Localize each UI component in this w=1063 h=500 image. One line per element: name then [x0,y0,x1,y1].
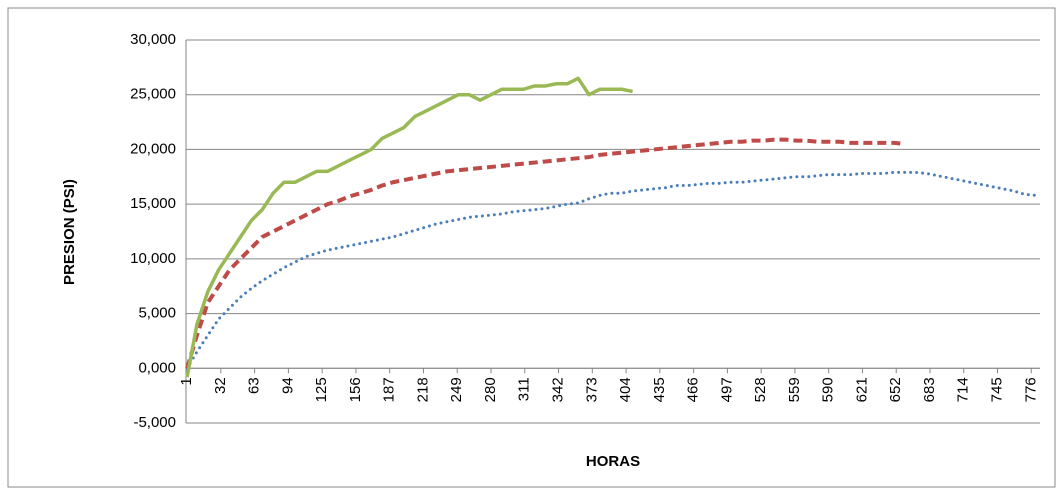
x-tick-label: 94 [279,377,296,394]
x-tick-label: 249 [448,377,465,402]
y-tick-label: 30,000 [130,31,176,48]
y-tick-label: 0,000 [138,359,176,376]
x-tick-label: 125 [313,377,330,402]
x-tick-label: 621 [853,377,870,402]
x-tick-label: 714 [955,377,972,402]
y-tick-label: 5,000 [138,305,176,322]
x-tick-label: 528 [752,377,769,402]
x-tick-label: 497 [718,377,735,402]
y-axis-title: PRESION (PSI) [61,179,78,285]
x-tick-label: 280 [482,377,499,402]
x-tick-label: 466 [685,377,702,402]
y-tick-label: 10,000 [130,250,176,267]
x-tick-label: 63 [246,377,263,394]
x-tick-label: 652 [887,377,904,402]
x-tick-label: 187 [381,377,398,402]
x-tick-label: 342 [550,377,567,402]
x-tick-label: 373 [583,377,600,402]
x-tick-label: 435 [651,377,668,402]
y-tick-label: -5,000 [133,414,176,431]
x-tick-label: 683 [921,377,938,402]
x-tick-label: 590 [820,377,837,402]
series-line [185,76,633,378]
x-tick-label: 156 [347,377,364,402]
x-tick-label: 1 [178,377,195,385]
x-tick-label: 559 [786,377,803,402]
x-tick-label: 218 [414,377,431,402]
y-tick-label: 25,000 [130,86,176,103]
x-tick-label: 404 [617,377,634,402]
x-tick-label: 32 [212,377,229,394]
x-tick-label: 776 [1022,377,1039,402]
series-line [185,137,906,369]
y-tick-label: 20,000 [130,140,176,157]
x-tick-label: 311 [516,377,533,401]
x-axis-title: HORAS [586,453,640,470]
x-tick-label: 745 [988,377,1005,402]
series-line [185,170,1038,370]
y-tick-label: 15,000 [130,195,176,212]
